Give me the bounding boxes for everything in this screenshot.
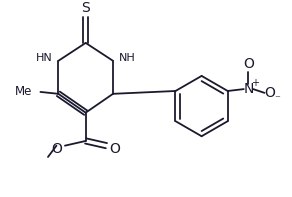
- Text: NH: NH: [119, 53, 135, 63]
- Text: +: +: [251, 77, 259, 87]
- Text: O: O: [243, 57, 254, 71]
- Text: O: O: [110, 142, 120, 156]
- Text: HN: HN: [36, 53, 53, 63]
- Text: Me: Me: [15, 85, 32, 98]
- Text: O: O: [51, 142, 62, 156]
- Text: S: S: [81, 1, 90, 15]
- Text: N: N: [243, 82, 254, 96]
- Text: ⁻: ⁻: [274, 95, 280, 104]
- Text: O: O: [264, 86, 275, 100]
